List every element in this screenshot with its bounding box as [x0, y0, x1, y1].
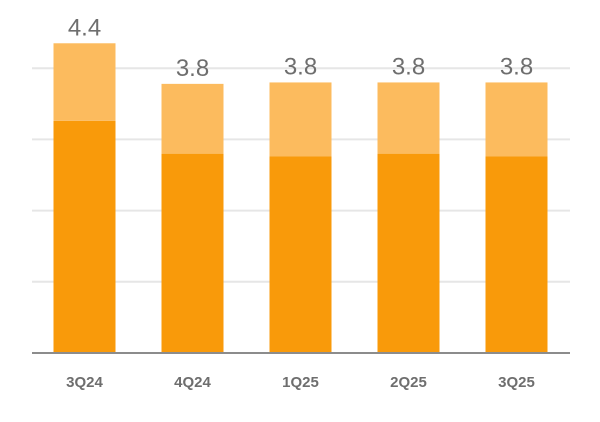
x-tick-label: 1Q25	[282, 374, 319, 391]
total-value-label: 3.8	[500, 53, 533, 80]
total-value-label: 3.8	[176, 55, 209, 82]
total-value-label: 3.8	[284, 53, 317, 80]
bar-segment-lower	[269, 156, 332, 353]
bar-segment-lower	[53, 120, 116, 353]
x-tick-label: 3Q25	[498, 374, 535, 391]
total-value-label: 3.8	[392, 53, 425, 80]
bars	[53, 43, 548, 353]
total-value-label: 4.4	[68, 14, 101, 41]
bar-segment-upper	[53, 43, 116, 121]
bar-segment-upper	[377, 82, 440, 154]
bar-segment-upper	[269, 82, 332, 157]
x-tick-label: 3Q24	[66, 374, 103, 391]
x-tick-label: 4Q24	[174, 374, 211, 391]
labels: 4.4 3Q24 3.8 4Q24 3.8 1Q25 3.8 2Q25 3.8 3Q25	[66, 14, 535, 391]
bar-segment-lower	[485, 156, 548, 353]
bar-segment-lower	[161, 153, 224, 353]
bar-segment-upper	[161, 83, 224, 154]
x-tick-label: 2Q25	[390, 374, 427, 391]
bar-segment-upper	[485, 82, 548, 157]
bar-segment-lower	[377, 153, 440, 353]
